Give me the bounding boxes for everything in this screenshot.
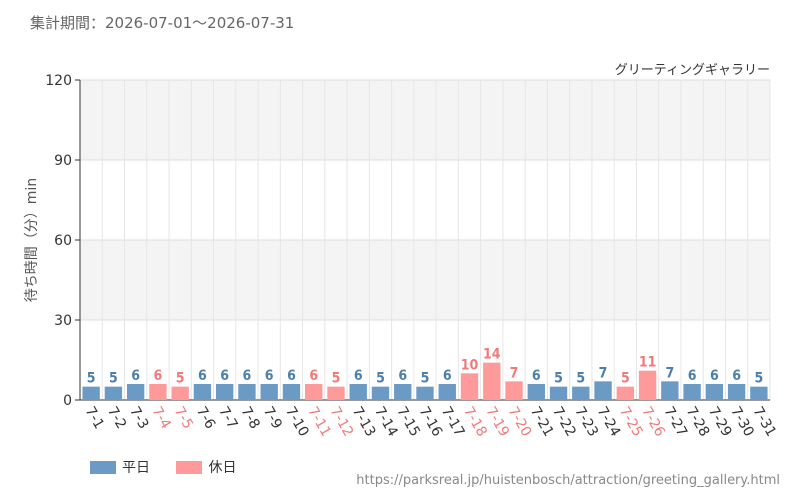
bar xyxy=(594,381,612,400)
bar xyxy=(460,373,479,400)
bar-value-label: 6 xyxy=(732,368,741,384)
bar-value-label: 6 xyxy=(532,368,541,384)
bar-value-label: 5 xyxy=(109,371,118,387)
bar xyxy=(661,381,679,400)
x-tick-label: 7-3 xyxy=(126,404,151,432)
bar-value-label: 6 xyxy=(710,368,719,384)
plot-band xyxy=(80,160,770,240)
bar xyxy=(238,384,256,400)
bars xyxy=(82,362,768,400)
bar-value-label: 5 xyxy=(421,371,430,387)
bar xyxy=(193,384,212,400)
bar xyxy=(260,384,278,400)
x-tick-label: 7-2 xyxy=(104,404,129,432)
bar xyxy=(82,386,100,400)
bar-value-label: 5 xyxy=(376,371,385,387)
bar xyxy=(683,384,701,400)
bar xyxy=(416,386,434,400)
bar xyxy=(549,386,568,400)
bar-value-label: 11 xyxy=(639,355,657,371)
bar-value-label: 6 xyxy=(443,368,452,384)
bar-value-label: 7 xyxy=(599,365,608,381)
bar xyxy=(394,384,412,400)
legend-swatch-weekday xyxy=(90,460,116,474)
bar xyxy=(349,384,367,400)
bar xyxy=(171,386,189,400)
x-tick-label: 7-31 xyxy=(749,404,779,440)
y-tick-label: 120 xyxy=(45,73,72,89)
legend-item-weekday: 平日 xyxy=(90,457,150,477)
plot-band xyxy=(80,80,770,160)
bar xyxy=(126,384,145,400)
bar xyxy=(705,384,724,400)
bar-value-label: 5 xyxy=(554,371,563,387)
x-tick-label: 7-5 xyxy=(171,404,196,432)
legend-item-holiday: 休日 xyxy=(176,457,236,477)
bar-value-label: 6 xyxy=(398,368,407,384)
bar-value-label: 6 xyxy=(243,368,252,384)
bar-value-label: 5 xyxy=(621,371,630,387)
bar-value-label: 14 xyxy=(483,347,501,363)
x-tick-label: 7-4 xyxy=(148,404,173,432)
bar-value-label: 6 xyxy=(154,368,163,384)
bar-value-label: 5 xyxy=(332,371,341,387)
bar xyxy=(750,386,768,400)
chart-title: グリーティングギャラリー xyxy=(615,63,770,78)
source-url: https://parksreal.jp/huistenbosch/attrac… xyxy=(356,473,780,488)
y-axis-label: 待ち時間（分）min xyxy=(24,178,40,302)
bar-value-label: 7 xyxy=(510,365,519,381)
x-tick-label: 7-6 xyxy=(193,404,218,432)
x-tick-labels: 7-17-27-37-47-57-67-77-87-97-107-117-127… xyxy=(82,404,779,440)
y-tick-label: 90 xyxy=(54,153,72,169)
legend-swatch-holiday xyxy=(176,460,203,474)
bar xyxy=(638,370,657,400)
legend-label-weekday: 平日 xyxy=(122,460,150,476)
bar xyxy=(505,381,523,400)
y-tick-label: 60 xyxy=(54,233,72,249)
bar-value-label: 5 xyxy=(576,371,585,387)
bar xyxy=(149,384,167,400)
bar-value-label: 6 xyxy=(354,368,363,384)
legend: 平日 休日 xyxy=(90,457,258,478)
bar xyxy=(215,384,234,400)
y-tick-label: 30 xyxy=(54,313,72,329)
bar-value-label: 5 xyxy=(87,371,96,387)
bar-value-label: 6 xyxy=(265,368,274,384)
bar-value-label: 10 xyxy=(461,357,479,373)
bar-value-label: 7 xyxy=(665,365,674,381)
bar xyxy=(616,386,635,400)
legend-label-holiday: 休日 xyxy=(208,460,237,476)
bar xyxy=(527,384,545,400)
y-tick-label: 0 xyxy=(63,393,72,409)
bar-value-label: 6 xyxy=(198,368,207,384)
bar-value-label: 5 xyxy=(754,371,763,387)
bar-value-label: 6 xyxy=(287,368,296,384)
bar xyxy=(282,384,301,400)
bar xyxy=(327,386,345,400)
bar xyxy=(104,386,123,400)
x-tick-label: 7-7 xyxy=(215,404,240,432)
bar xyxy=(438,384,456,400)
bar xyxy=(727,384,746,400)
x-tick-label: 7-9 xyxy=(260,404,285,432)
plot-band xyxy=(80,240,770,320)
x-tick-label: 7-8 xyxy=(237,404,262,432)
bar xyxy=(305,384,323,400)
bar-value-label: 5 xyxy=(176,371,185,387)
period-label: 集計期間：2026-07-01～2026-07-31 xyxy=(30,14,295,32)
bar xyxy=(572,386,590,400)
bar xyxy=(483,362,501,400)
bar-value-label: 6 xyxy=(688,368,697,384)
bar xyxy=(371,386,390,400)
bar-value-label: 6 xyxy=(309,368,318,384)
bar-value-label: 6 xyxy=(220,368,229,384)
x-tick-label: 7-1 xyxy=(82,404,107,432)
bar-value-label: 6 xyxy=(131,368,140,384)
